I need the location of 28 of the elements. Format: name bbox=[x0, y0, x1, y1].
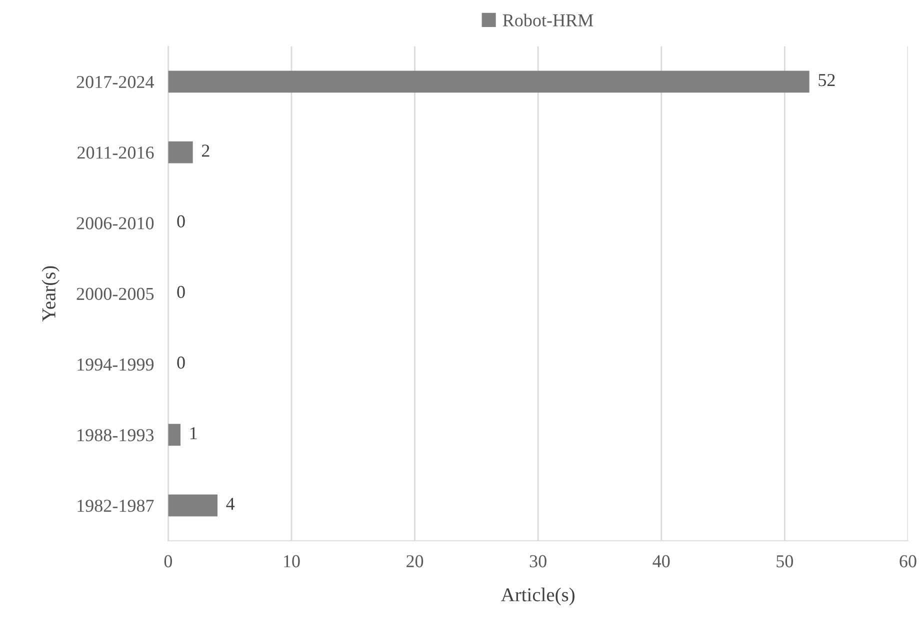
x-tick-label: 60 bbox=[900, 555, 916, 568]
legend-label: Robot-HRM bbox=[502, 14, 594, 26]
x-tick-label: 0 bbox=[164, 555, 172, 568]
bar bbox=[168, 70, 810, 93]
y-tick-label: 2006-2010 bbox=[76, 217, 154, 230]
bar bbox=[168, 494, 218, 516]
x-tick-label: 40 bbox=[652, 555, 670, 568]
x-axis-title: Article(s) bbox=[501, 588, 574, 606]
data-label: 0 bbox=[177, 215, 185, 228]
data-label: 52 bbox=[818, 74, 835, 86]
data-label: 4 bbox=[226, 498, 235, 510]
x-tick-label: 20 bbox=[406, 555, 424, 568]
y-tick-label: 2000-2005 bbox=[76, 288, 154, 300]
data-label: 1 bbox=[190, 427, 197, 440]
y-axis-title: Year(s) bbox=[42, 266, 60, 322]
y-tick-label: 1982-1987 bbox=[78, 500, 154, 512]
y-tick-label: 1994-1999 bbox=[78, 358, 154, 371]
x-tick-label: 10 bbox=[284, 555, 300, 568]
data-label: 0 bbox=[177, 356, 185, 369]
y-tick-label: 2011-2016 bbox=[78, 146, 154, 159]
bar bbox=[168, 424, 181, 446]
data-label: 2 bbox=[202, 144, 210, 157]
x-tick-label: 30 bbox=[530, 555, 546, 568]
data-label: 0 bbox=[177, 286, 185, 298]
x-tick-label: 50 bbox=[776, 555, 794, 568]
y-tick-label: 1988-1993 bbox=[78, 429, 154, 442]
bar bbox=[168, 141, 193, 164]
y-tick-label: 2017-2024 bbox=[76, 76, 154, 88]
